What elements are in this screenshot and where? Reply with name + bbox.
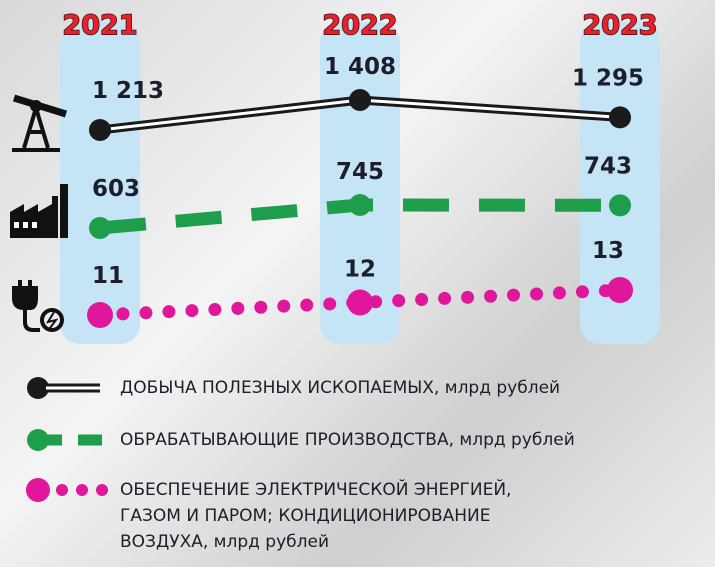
legend-label: ОБЕСПЕЧЕНИЕ ЭЛЕКТРИЧЕСКОЙ ЭНЕРГИЕЙ, ГАЗО…	[120, 480, 512, 552]
point	[349, 89, 371, 111]
value-label: 11	[92, 263, 124, 289]
point	[89, 217, 111, 239]
value-label: 745	[336, 159, 384, 185]
year-column	[580, 22, 660, 344]
legend-label: ДОБЫЧА ПОЛЕЗНЫХ ИСКОПАЕМЫХ, млрд рублей	[120, 378, 561, 398]
year-label: 2023	[582, 10, 657, 41]
value-label: 1 295	[572, 65, 644, 91]
point	[89, 119, 111, 141]
icon-factory	[10, 184, 68, 238]
point	[347, 289, 373, 316]
year-label: 2021	[62, 10, 137, 41]
legend-label: ОБРАБАТЫВАЮЩИЕ ПРОИЗВОДСТВА, млрд рублей	[120, 430, 575, 450]
legend-symbol	[96, 484, 108, 496]
icon-pump	[12, 94, 68, 152]
point	[609, 194, 631, 217]
point	[87, 302, 113, 328]
value-label: 603	[92, 176, 140, 202]
year-column	[60, 22, 140, 344]
value-label: 1 213	[92, 78, 164, 104]
year-label: 2022	[322, 10, 397, 41]
value-label: 1 408	[324, 54, 396, 80]
legend-symbol	[76, 484, 88, 496]
point	[609, 106, 631, 129]
value-label: 13	[592, 238, 624, 264]
point	[607, 277, 633, 303]
legend-symbol	[56, 484, 68, 496]
point	[349, 194, 371, 216]
series-line	[93, 283, 627, 322]
value-label: 12	[344, 257, 376, 283]
legend-symbol	[26, 478, 50, 502]
icon-plug	[12, 280, 64, 332]
value-label: 743	[584, 153, 632, 179]
